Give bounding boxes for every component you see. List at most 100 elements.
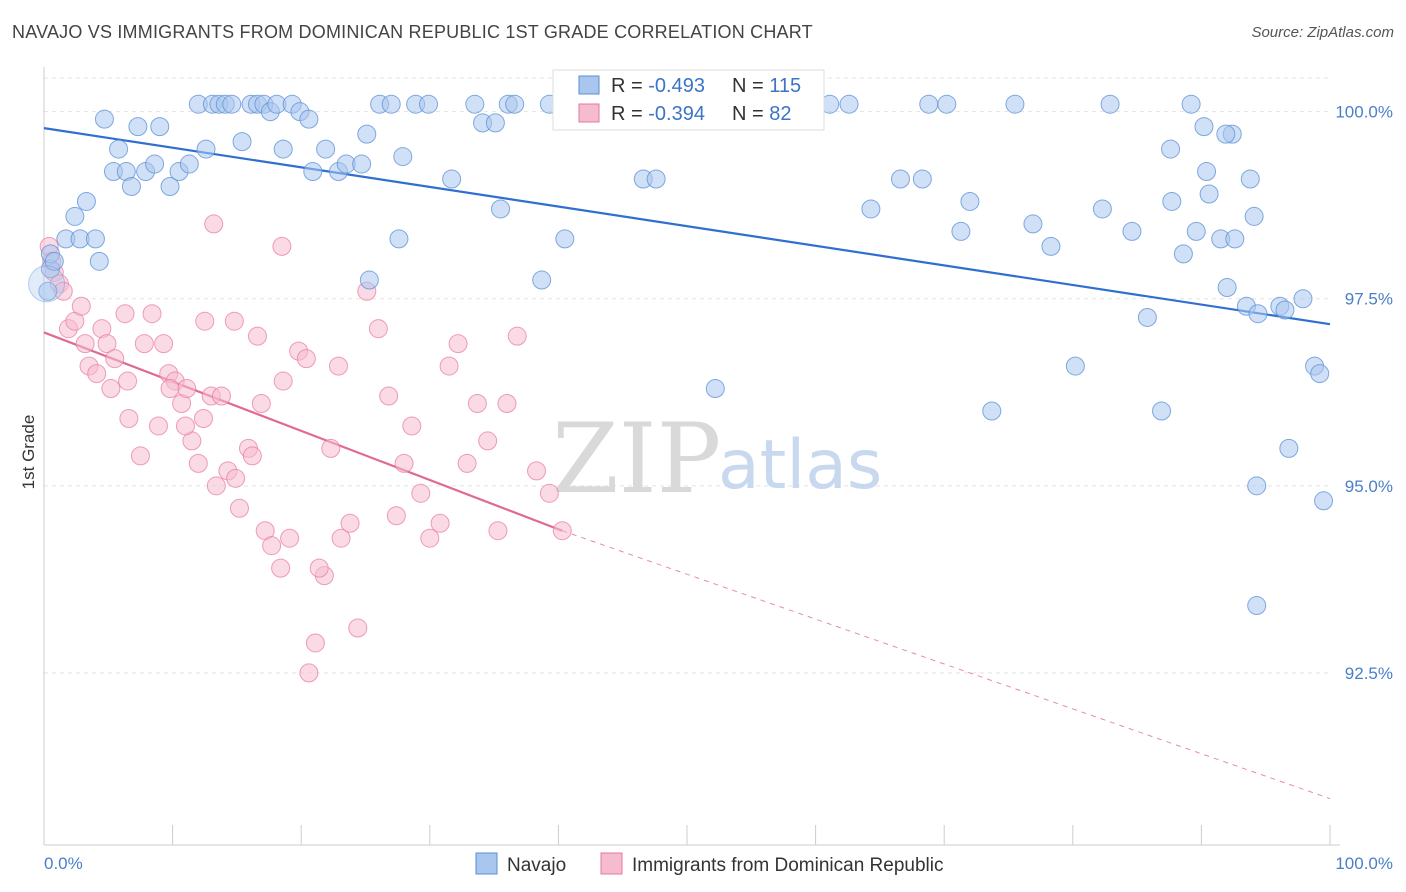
point-navajo — [38, 281, 58, 301]
point-dominican — [101, 379, 121, 399]
point-navajo — [1247, 596, 1267, 616]
point-navajo — [128, 117, 148, 137]
point-navajo — [1186, 221, 1206, 241]
point-dominican — [229, 498, 249, 518]
y-tick-labels: 100.0% 97.5% 95.0% 92.5% — [1335, 103, 1393, 683]
point-navajo — [303, 162, 323, 182]
point-dominican — [224, 311, 244, 331]
point-navajo — [1279, 438, 1299, 458]
axes — [43, 67, 1340, 846]
point-navajo — [890, 169, 910, 189]
legend-navajo-swatch — [475, 852, 498, 875]
point-navajo — [919, 94, 939, 114]
point-navajo — [1181, 94, 1201, 114]
point-dominican — [87, 364, 107, 384]
legend-bottom: Navajo Immigrants from Dominican Republi… — [475, 852, 944, 876]
point-dominican — [309, 558, 329, 578]
legend-n-label-navajo: N = — [732, 75, 769, 97]
svg-text:R = -0.493: R = -0.493 — [611, 75, 705, 97]
point-navajo — [951, 221, 971, 241]
point-dominican — [271, 558, 291, 578]
point-navajo — [393, 147, 413, 167]
point-navajo — [1199, 184, 1219, 204]
point-dominican — [430, 513, 450, 533]
point-navajo — [1137, 307, 1157, 327]
point-dominican — [328, 356, 348, 376]
y-tick-label: 95.0% — [1345, 477, 1393, 496]
point-dominican — [280, 528, 300, 548]
point-dominican — [321, 438, 341, 458]
point-dominican — [204, 214, 224, 234]
point-navajo — [1197, 162, 1217, 182]
watermark: ZIP atlas — [552, 403, 882, 515]
legend-stats-dominican-swatch — [578, 103, 600, 123]
point-navajo — [357, 124, 377, 144]
point-navajo — [222, 94, 242, 114]
point-navajo — [485, 113, 505, 133]
chart-title: NAVAJO VS IMMIGRANTS FROM DOMINICAN REPU… — [12, 22, 813, 42]
series-dominican-points — [39, 214, 572, 683]
point-navajo — [1023, 214, 1043, 234]
point-dominican — [262, 536, 282, 556]
point-dominican — [386, 506, 406, 526]
point-dominican — [420, 528, 440, 548]
legend-r-value-navajo: -0.493 — [648, 75, 705, 97]
x-tick-label-right: 100.0% — [1335, 854, 1393, 873]
trend-lines — [43, 127, 1331, 800]
point-navajo — [1293, 289, 1313, 309]
point-navajo — [912, 169, 932, 189]
point-dominican — [154, 334, 174, 354]
point-navajo — [85, 229, 105, 249]
point-dominican — [299, 663, 319, 683]
point-navajo — [839, 94, 859, 114]
y-tick-label: 97.5% — [1345, 290, 1393, 309]
point-navajo — [1005, 94, 1025, 114]
point-dominican — [305, 633, 325, 653]
point-navajo — [145, 154, 165, 174]
legend-r-label-dominican: R = — [611, 103, 648, 125]
point-navajo — [109, 139, 129, 159]
point-dominican — [467, 394, 487, 414]
legend-n-value-navajo: 115 — [769, 75, 801, 97]
point-navajo — [555, 229, 575, 249]
point-dominican — [160, 379, 180, 399]
point-dominican — [175, 416, 195, 436]
point-navajo — [65, 206, 85, 226]
legend-dominican-label: Immigrants from Dominican Republic — [632, 855, 944, 876]
point-dominican — [251, 394, 271, 414]
point-dominican — [130, 446, 150, 466]
watermark-zip: ZIP — [552, 403, 721, 515]
point-dominican — [402, 416, 422, 436]
point-navajo — [196, 139, 216, 159]
point-dominican — [193, 408, 213, 428]
point-navajo — [94, 109, 114, 129]
point-navajo — [1041, 236, 1061, 256]
svg-text:R = -0.394: R = -0.394 — [611, 103, 705, 125]
point-navajo — [646, 169, 666, 189]
y-tick-label: 100.0% — [1335, 103, 1393, 122]
point-dominican — [348, 618, 368, 638]
point-dominican — [394, 453, 414, 473]
point-navajo — [532, 270, 552, 290]
point-dominican — [195, 311, 215, 331]
point-navajo — [1310, 364, 1330, 384]
point-navajo — [1161, 139, 1181, 159]
point-navajo — [982, 401, 1002, 421]
point-navajo — [28, 265, 66, 303]
point-dominican — [242, 446, 262, 466]
point-dominican — [226, 468, 246, 488]
legend-stats-navajo-swatch — [578, 75, 600, 95]
point-navajo — [381, 94, 401, 114]
point-navajo — [1162, 191, 1182, 211]
point-navajo — [1248, 304, 1268, 324]
point-navajo — [179, 154, 199, 174]
point-dominican — [273, 371, 293, 391]
legend-n-value-dominican: 82 — [769, 103, 791, 125]
trend-line-navajo — [43, 127, 1331, 326]
point-navajo — [442, 169, 462, 189]
point-dominican — [379, 386, 399, 406]
point-navajo — [316, 139, 336, 159]
point-navajo — [1225, 229, 1245, 249]
point-dominican — [296, 349, 316, 369]
point-navajo — [491, 199, 511, 219]
